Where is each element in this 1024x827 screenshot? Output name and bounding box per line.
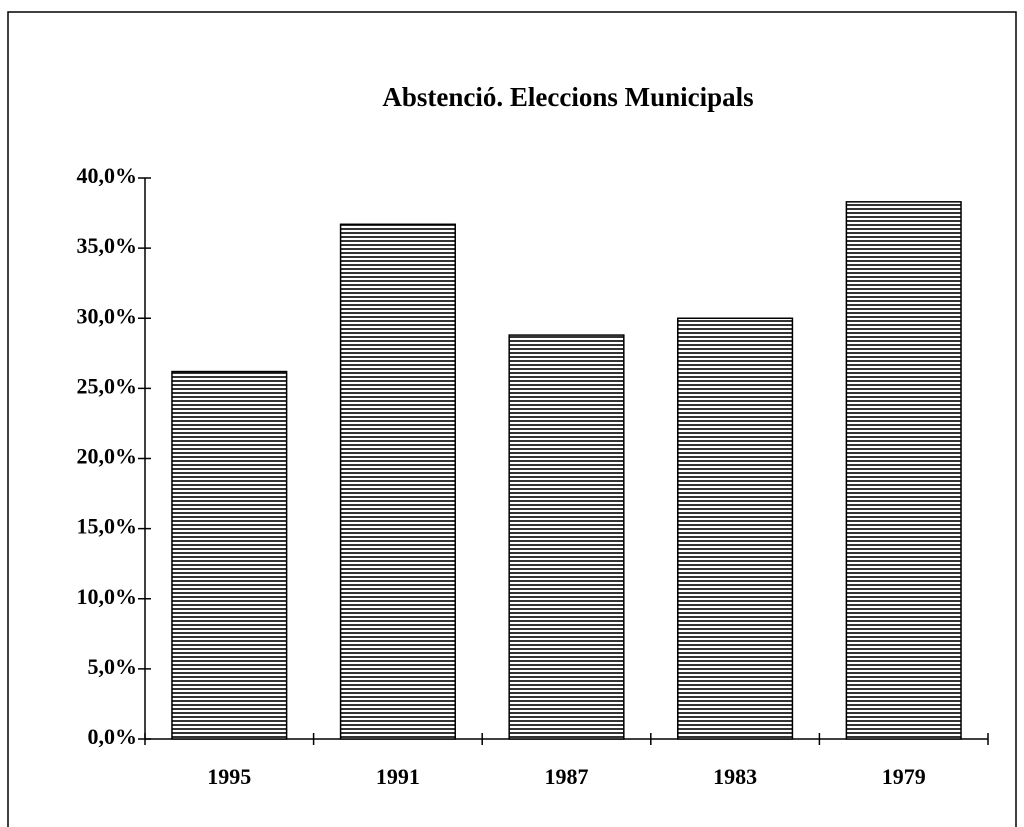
y-tick-label: 10,0% [77, 584, 138, 609]
bar [845, 201, 962, 740]
chart-title: Abstenció. Eleccions Municipals [382, 82, 753, 112]
x-tick-label: 1983 [713, 764, 757, 789]
bar [171, 370, 288, 740]
y-tick-label: 30,0% [77, 303, 138, 328]
x-tick-label: 1995 [207, 764, 251, 789]
y-tick-label: 35,0% [77, 233, 138, 258]
bar [677, 317, 794, 740]
y-tick-label: 20,0% [77, 444, 138, 469]
y-tick-label: 40,0% [77, 163, 138, 188]
chart-frame [7, 11, 1017, 827]
bar [339, 223, 456, 740]
x-tick-label: 1991 [376, 764, 420, 789]
y-tick-label: 0,0% [88, 724, 138, 749]
x-tick-label: 1979 [882, 764, 926, 789]
y-tick-label: 15,0% [77, 514, 138, 539]
y-tick-label: 25,0% [77, 373, 138, 398]
y-tick-label: 5,0% [88, 654, 138, 679]
x-tick-label: 1987 [545, 764, 589, 789]
bar [508, 334, 625, 740]
